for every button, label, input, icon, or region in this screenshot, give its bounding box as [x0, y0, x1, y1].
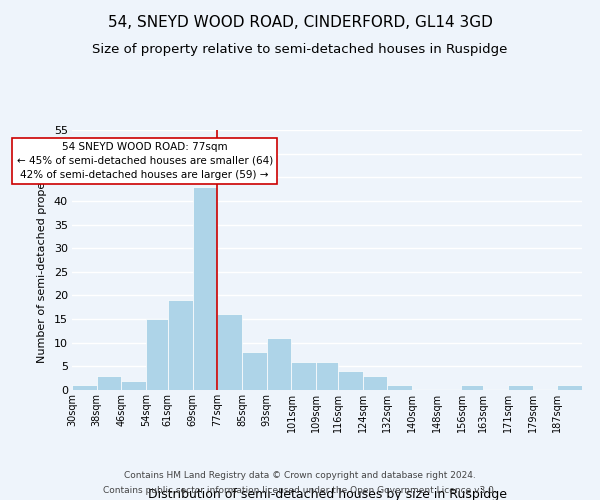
Bar	[387, 386, 412, 390]
Bar	[97, 376, 121, 390]
Bar	[217, 314, 242, 390]
X-axis label: Distribution of semi-detached houses by size in Ruspidge: Distribution of semi-detached houses by …	[148, 488, 506, 500]
Bar	[267, 338, 292, 390]
Bar	[508, 386, 533, 390]
Bar	[557, 386, 582, 390]
Bar	[362, 376, 387, 390]
Text: Contains public sector information licensed under the Open Government Licence v3: Contains public sector information licen…	[103, 486, 497, 495]
Y-axis label: Number of semi-detached properties: Number of semi-detached properties	[37, 157, 47, 363]
Bar	[121, 380, 146, 390]
Text: 54 SNEYD WOOD ROAD: 77sqm
← 45% of semi-detached houses are smaller (64)
42% of : 54 SNEYD WOOD ROAD: 77sqm ← 45% of semi-…	[17, 142, 273, 180]
Bar	[168, 300, 193, 390]
Text: 54, SNEYD WOOD ROAD, CINDERFORD, GL14 3GD: 54, SNEYD WOOD ROAD, CINDERFORD, GL14 3G…	[107, 15, 493, 30]
Text: Size of property relative to semi-detached houses in Ruspidge: Size of property relative to semi-detach…	[92, 42, 508, 56]
Bar	[461, 386, 483, 390]
Bar	[146, 319, 168, 390]
Text: Contains HM Land Registry data © Crown copyright and database right 2024.: Contains HM Land Registry data © Crown c…	[124, 471, 476, 480]
Bar	[292, 362, 316, 390]
Bar	[242, 352, 267, 390]
Bar	[316, 362, 338, 390]
Bar	[72, 386, 97, 390]
Bar	[338, 371, 362, 390]
Bar	[193, 186, 217, 390]
